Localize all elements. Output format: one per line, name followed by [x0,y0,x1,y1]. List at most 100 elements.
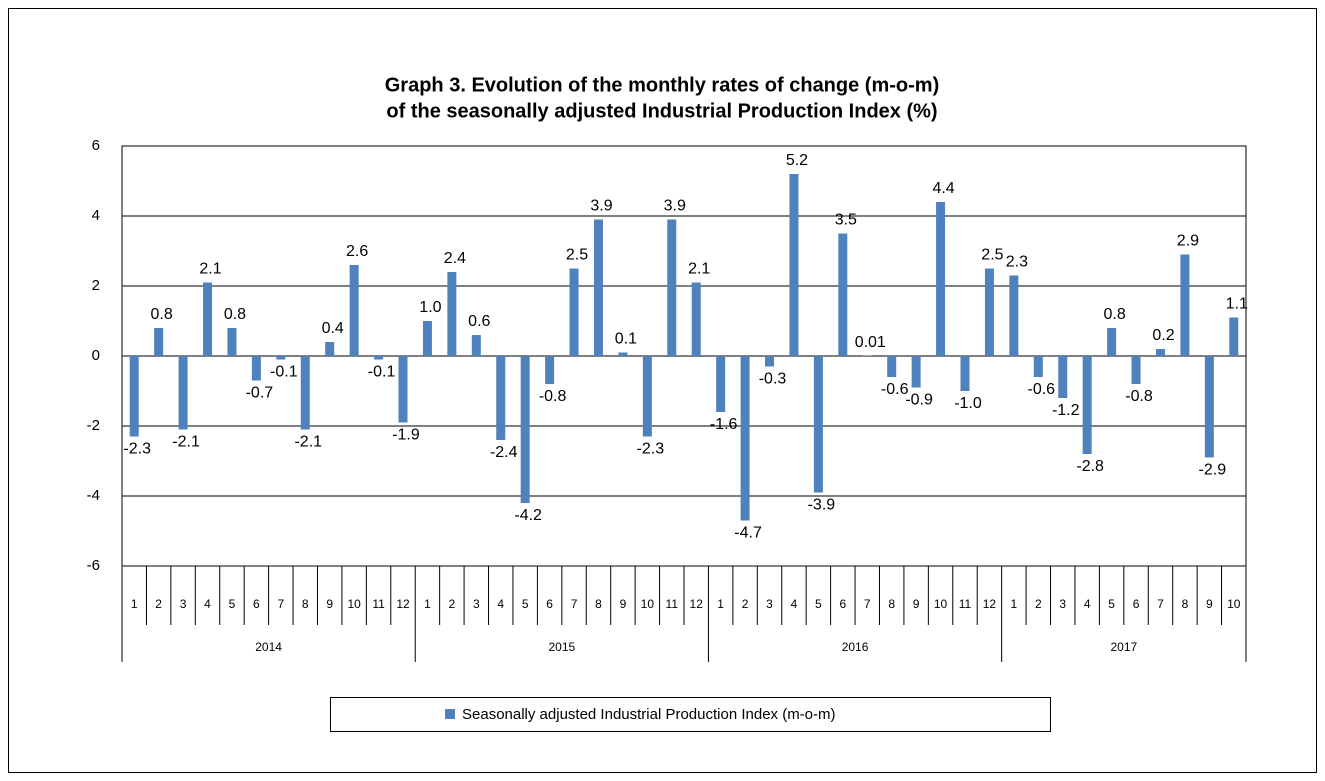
x-tick-label: 12 [690,597,704,611]
x-tick-label: 9 [620,597,627,611]
x-tick-label: 9 [326,597,333,611]
value-label: 0.8 [151,306,173,323]
bar [154,328,164,356]
chart-frame [8,8,1317,773]
bar [398,356,408,423]
x-tick-label: 5 [815,597,822,611]
bar [740,356,750,521]
x-tick-label: 4 [791,597,798,611]
x-tick-label: 11 [666,597,679,611]
value-label: 0.1 [615,331,637,348]
x-tick-label: 1 [717,597,724,611]
bar [691,282,701,356]
x-tick-label: 10 [934,597,948,611]
bar [838,233,848,356]
x-tick-label: 5 [229,597,236,611]
y-tick-label: -2 [87,417,100,434]
legend-swatch [445,709,455,719]
x-tick-label: 3 [180,597,187,611]
value-label: -2.1 [294,434,322,451]
bar [1229,317,1239,356]
bar [300,356,310,430]
bar [447,272,457,356]
bar [618,352,628,356]
value-label: 0.8 [224,306,246,323]
bar [960,356,970,391]
value-label: 0.8 [1103,306,1125,323]
x-tick-label: 4 [497,597,504,611]
bar [716,356,726,412]
bar [422,321,432,356]
bar [227,328,237,356]
bar [178,356,188,430]
x-tick-label: 6 [1133,597,1140,611]
bar [667,219,677,356]
value-label: -1.0 [954,395,982,412]
value-label: -2.9 [1199,462,1227,479]
value-label: 0.01 [855,334,886,351]
x-tick-label: 6 [253,597,260,611]
bar [545,356,555,384]
y-tick-label: 2 [92,277,100,294]
bar [593,219,603,356]
value-label: 3.9 [590,198,612,215]
x-tick-label: 1 [424,597,431,611]
bar [276,356,286,360]
value-label: -1.2 [1052,402,1080,419]
value-label: -2.8 [1076,458,1104,475]
x-tick-label: 8 [888,597,895,611]
x-tick-label: 2 [449,597,456,611]
value-label: -0.9 [905,392,933,409]
bar [984,268,994,356]
value-label: -2.3 [637,441,665,458]
bar [1009,275,1019,356]
bar [1082,356,1092,454]
bar [349,265,359,356]
x-tick-label: 10 [1227,597,1241,611]
value-label: 2.1 [688,261,710,278]
x-group-label: 2017 [1110,640,1137,654]
x-tick-label: 4 [1084,597,1091,611]
x-tick-label: 2 [742,597,749,611]
x-tick-label: 12 [983,597,997,611]
x-tick-label: 7 [277,597,284,611]
bar [887,356,897,377]
value-label: 0.2 [1152,327,1174,344]
x-tick-label: 3 [473,597,480,611]
value-label: 3.5 [835,212,857,229]
bar [936,202,946,356]
bar [813,356,823,493]
value-label: -0.6 [881,381,909,398]
x-tick-label: 9 [1206,597,1213,611]
value-label: 2.9 [1177,233,1199,250]
value-label: -2.1 [172,434,200,451]
bar [569,268,579,356]
bar [1033,356,1043,377]
bar [203,282,213,356]
x-tick-label: 6 [839,597,846,611]
value-label: -4.2 [514,507,542,524]
bar [1204,356,1214,458]
legend-label: Seasonally adjusted Industrial Productio… [462,706,836,723]
x-tick-label: 12 [396,597,410,611]
x-tick-label: 8 [302,597,309,611]
value-label: -0.3 [759,371,787,388]
x-tick-label: 1 [131,597,138,611]
value-label: 0.6 [468,313,490,330]
x-group-label: 2014 [255,640,282,654]
x-group-label: 2016 [842,640,869,654]
x-tick-label: 8 [1182,597,1189,611]
value-label: -2.3 [123,441,151,458]
bar [911,356,921,388]
value-label: 1.1 [1226,296,1248,313]
x-tick-label: 5 [1108,597,1115,611]
x-tick-label: 4 [204,597,211,611]
y-tick-label: -6 [87,557,100,574]
bar [471,335,481,356]
bar [520,356,530,503]
value-label: -0.8 [1125,388,1153,405]
bar [1107,328,1117,356]
value-label: 2.5 [981,247,1003,264]
bar [1058,356,1068,398]
